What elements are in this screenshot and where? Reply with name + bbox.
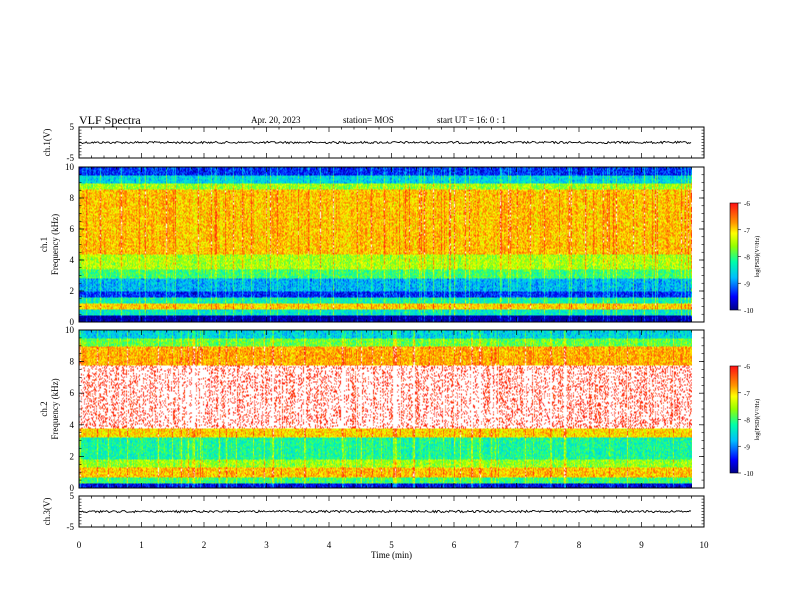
ch1-spectrogram-axes [78,166,705,323]
chart-title: VLF Spectra [79,113,141,127]
y-tick-label: 0 [70,317,75,327]
y-tick-label: 4 [70,255,75,265]
colorbar-tick-label: -10 [744,307,754,315]
y-tick-label: 2 [70,451,75,461]
colorbar-label: log(PSD)(V²/Hz) [754,399,761,440]
y-tick-label: 6 [70,224,75,234]
colorbar-tick-label: -9 [744,280,750,288]
y-tick-label: 10 [65,162,75,172]
ch1-waveform-axes [78,126,705,159]
y-axis-label: ch.1(V) [42,129,52,157]
ch1-waveform-trace [78,140,692,145]
y-tick-label: 8 [70,357,75,367]
x-tick-label: 7 [514,540,519,550]
x-tick-label: 3 [264,540,269,550]
y-tick-label: 5 [70,491,75,501]
x-tick-label: 1 [139,540,144,550]
y-axis-label: Frequency (kHz) [50,214,60,275]
colorbar-tick-label: -7 [744,227,750,235]
y-tick-label: 8 [70,193,75,203]
colorbar-tick-label: -6 [744,200,750,208]
date-label: Apr. 20, 2023 [251,115,301,125]
colorbar-tick-label: -10 [744,470,754,478]
ch2-spectrogram-image [79,330,692,488]
x-tick-label: 2 [202,540,207,550]
y-tick-label: -5 [67,522,75,532]
ch1-spectrogram-colorbar [730,203,738,310]
y-tick-label: 4 [70,420,75,430]
x-tick-label: 8 [577,540,582,550]
y-tick-label: 5 [70,122,75,132]
y-axis-label: ch.3(V) [42,498,52,526]
ch3-waveform-axes [78,495,705,528]
x-tick-label: 5 [389,540,394,550]
colorbar-tick-label: -8 [744,417,750,425]
y-tick-label: 2 [70,286,75,296]
y-tick-label: 10 [65,325,75,335]
x-tick-label: 10 [700,540,710,550]
station-label: station= MOS [343,115,394,125]
colorbar-tick-label: -8 [744,254,750,262]
y-tick-label: -5 [67,153,75,163]
ch2-spectrogram-colorbar [730,366,738,473]
y-axis-label: Frequency (kHz) [50,378,60,439]
colorbar-tick-label: -6 [744,363,750,371]
x-axis-label: Time (min) [371,550,412,560]
ch3-waveform-trace [79,509,692,514]
y-axis-label: ch.2 [39,401,49,416]
x-tick-label: 4 [327,540,332,550]
colorbar-tick-label: -7 [744,390,750,398]
start-time-label: start UT = 16: 0 : 1 [437,115,506,125]
x-tick-label: 0 [77,540,82,550]
x-tick-label: 6 [452,540,457,550]
y-tick-label: 6 [70,388,75,398]
y-axis-label: ch.1 [39,237,49,252]
ch1-spectrogram-image [79,167,692,322]
colorbar-label: log(PSD)(V²/Hz) [754,236,761,277]
colorbar-tick-label: -9 [744,443,750,451]
y-tick-label: 0 [70,483,75,493]
x-tick-label: 9 [639,540,644,550]
ch2-spectrogram-axes [78,329,705,489]
